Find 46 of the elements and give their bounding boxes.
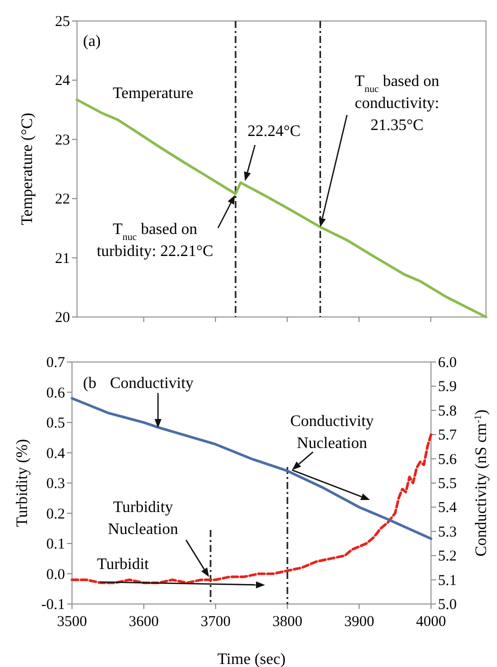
y2-tick-label: 6.0 <box>438 355 457 371</box>
y-tick-label: 0.7 <box>46 355 66 371</box>
y-tick-label: 25 <box>55 14 70 30</box>
annotation: Turbidity Nucleation <box>108 499 178 538</box>
annotation: Turbidit <box>97 556 150 573</box>
y-tick-label: 0.4 <box>46 446 66 462</box>
annotation: Conductivity Nucleation <box>290 413 374 452</box>
y2-tick-label: 5.5 <box>438 476 457 492</box>
y-tick-label: 23 <box>55 132 70 148</box>
annotation: Temperature <box>112 85 194 102</box>
annotation: 22.24°C <box>247 123 301 140</box>
y-tick-label: 22 <box>55 192 70 208</box>
y-axis-title: Temperature (°C) <box>19 112 36 226</box>
y-tick-label: 0.0 <box>46 566 65 583</box>
y-tick-label: -0.1 <box>41 597 65 613</box>
x-tick-label: 3600 <box>128 614 159 630</box>
y-tick-label: 24 <box>55 73 70 90</box>
line-series <box>70 397 432 540</box>
y-tick-label: 20 <box>55 310 70 326</box>
y-tick-label: 0.3 <box>46 476 65 492</box>
y2-tick-label: 5.2 <box>438 548 457 565</box>
annotation: T$_{nuc}$ based on conductivity: 21.35°C <box>354 73 440 134</box>
y2-tick-label: 5.8 <box>438 403 457 420</box>
x-tick-label: 3800 <box>272 614 302 630</box>
x-tick-label: 3700 <box>200 614 231 630</box>
annotation: (a) <box>83 33 101 50</box>
y-tick-label: 21 <box>55 250 70 267</box>
y2-tick-label: 5.9 <box>438 379 457 396</box>
y-axis-title: Turbidity (%) <box>14 439 31 527</box>
y2-tick-label: 5.3 <box>438 524 457 540</box>
y2-tick-label: 5.6 <box>438 452 458 468</box>
y-tick-label: 0.6 <box>46 385 66 402</box>
y2-tick-label: 5.1 <box>438 572 457 589</box>
y-tick-label: 0.2 <box>46 506 65 522</box>
x-tick-label: 3500 <box>57 614 87 630</box>
annotation: (b <box>83 375 96 392</box>
line-series <box>70 433 432 584</box>
y-tick-label: 0.5 <box>46 416 65 432</box>
annotation: T$_{nuc}$ based on turbidity: 22.21°C <box>96 221 214 260</box>
y-tick-label: 0.1 <box>46 536 65 552</box>
y2-tick-label: 5.4 <box>438 500 458 516</box>
y2-tick-label: 5.0 <box>438 597 457 613</box>
y2-tick-label: 5.7 <box>438 428 458 444</box>
x-tick-label: 4000 <box>416 614 446 630</box>
annotation: Conductivity <box>110 375 194 392</box>
x-tick-label: 3900 <box>344 614 374 630</box>
